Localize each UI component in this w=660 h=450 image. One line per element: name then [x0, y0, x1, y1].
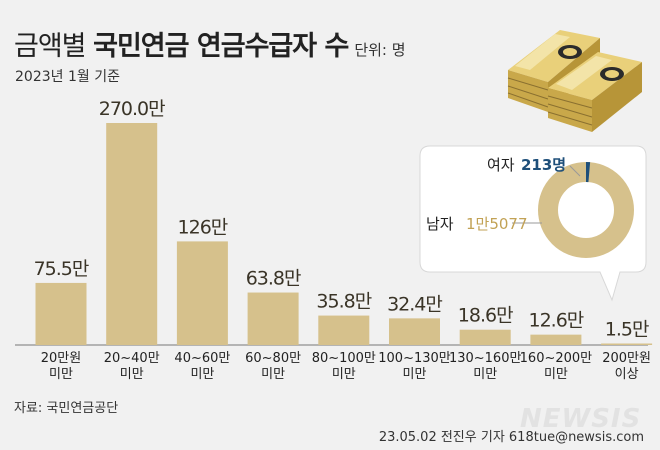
title-prefix: 금액별: [14, 31, 87, 62]
bar: [35, 282, 87, 345]
x-tick-label: 미만: [403, 367, 427, 382]
title-bold: 국민연금 연금수급자 수: [93, 31, 349, 62]
x-tick-label: 20만원: [41, 351, 81, 366]
male-value: 1만5077: [466, 215, 528, 233]
female-label: 여자: [487, 156, 515, 174]
bar: [389, 318, 440, 345]
x-tick-label: 미만: [332, 367, 356, 382]
bar-value-label: 32.4만: [387, 293, 442, 315]
bar: [601, 343, 653, 345]
x-tick-label: 20~40만: [104, 351, 160, 366]
x-tick-label: 미만: [261, 367, 285, 382]
x-tick-label: 40~60만: [174, 351, 230, 366]
x-tick-label: 미만: [190, 367, 214, 382]
source-note: 자료: 국민연금공단: [14, 401, 119, 416]
gender-donut-chart: [538, 162, 634, 258]
bar-value-label: 63.8만: [246, 268, 301, 290]
credit-line: 23.05.02 전진우 기자 618tue@newsis.com: [378, 430, 644, 445]
bar-value-label: 35.8만: [316, 291, 371, 313]
x-tick-label: 미만: [473, 367, 497, 382]
subtitle: 2023년 1월 기준: [15, 69, 120, 85]
x-tick-label: 130~160만: [449, 351, 522, 366]
donut-slice-female: [538, 162, 634, 258]
x-tick-label: 미만: [544, 367, 568, 382]
bar-value-label: 75.5만: [34, 258, 89, 280]
x-tick-label: 80~100만: [312, 351, 376, 366]
bar: [459, 329, 511, 345]
bar-value-label: 1.5만: [605, 319, 649, 341]
bar-value-label: 126만: [178, 216, 228, 238]
female-leader-line: [569, 165, 581, 177]
x-tick-label: 미만: [49, 367, 73, 382]
female-value: 213명: [521, 156, 566, 174]
bar-value-label: 12.6만: [529, 310, 584, 332]
unit-label: 단위: 명: [354, 41, 406, 59]
male-label: 남자: [426, 215, 454, 233]
bar: [106, 123, 158, 345]
x-tick-label: 100~130만: [378, 351, 451, 366]
x-tick-label: 60~80만: [245, 351, 301, 366]
x-tick-label: 160~200만: [520, 351, 593, 366]
money-stack-icon: [547, 52, 642, 132]
x-tick-label: 이상: [615, 367, 639, 382]
bar-value-label: 270.0만: [99, 98, 165, 120]
newsis-logo: NEWSIS: [520, 404, 642, 434]
x-tick-label: 200만원: [602, 351, 651, 366]
bar: [530, 334, 582, 345]
bar: [318, 315, 370, 345]
bar-value-label: 18.6만: [458, 305, 513, 327]
bar: [176, 241, 228, 345]
x-tick-label: 미만: [120, 367, 144, 382]
bar: [247, 292, 299, 345]
page-title: 금액별 국민연금 연금수급자 수 단위: 명: [14, 24, 406, 63]
